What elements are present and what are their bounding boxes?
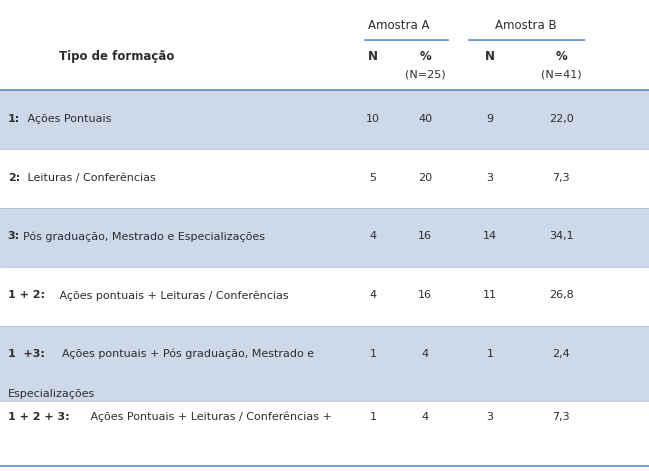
Text: 1: 1 [487,349,493,359]
Text: %: % [556,50,567,63]
Text: 1:: 1: [8,114,20,124]
Bar [0,326,649,401]
Text: 16: 16 [418,231,432,242]
Text: 16: 16 [418,290,432,300]
Text: 3:: 3: [8,231,20,242]
Text: Ações pontuais + Leituras / Conferências: Ações pontuais + Leituras / Conferências [56,290,288,300]
Text: Amostra A: Amostra A [369,19,430,32]
Bar [0,90,649,149]
Text: 3: 3 [487,412,493,422]
Text: 7,3: 7,3 [552,412,570,422]
Text: Ações Pontuais + Leituras / Conferências +: Ações Pontuais + Leituras / Conferências… [88,412,332,422]
Text: Ações pontuais + Pós graduação, Mestrado e: Ações pontuais + Pós graduação, Mestrado… [55,349,315,359]
Text: 2,4: 2,4 [552,349,570,359]
Text: 1: 1 [370,349,376,359]
Text: 5: 5 [370,172,376,183]
Text: 1 + 2 + 3:: 1 + 2 + 3: [8,412,69,422]
Text: Leituras / Conferências: Leituras / Conferências [23,172,155,183]
Text: 14: 14 [483,231,497,242]
Text: 34,1: 34,1 [549,231,574,242]
Bar [0,267,649,326]
Text: 4: 4 [422,412,428,422]
Bar [0,208,649,267]
Text: 1  +3:: 1 +3: [8,349,45,359]
Text: Ações Pontuais: Ações Pontuais [23,114,111,124]
Bar [0,401,649,466]
Text: 3: 3 [487,172,493,183]
Text: 4: 4 [370,231,376,242]
Text: 40: 40 [418,114,432,124]
Bar [0,149,649,208]
Text: Amostra B: Amostra B [495,19,556,32]
Text: 9: 9 [487,114,493,124]
Text: %: % [419,50,431,63]
Text: 10: 10 [366,114,380,124]
Text: 1: 1 [370,412,376,422]
Text: 11: 11 [483,290,497,300]
Text: N: N [485,50,495,63]
Text: 7,3: 7,3 [552,172,570,183]
Text: 4: 4 [422,349,428,359]
Text: 20: 20 [418,172,432,183]
Text: 4: 4 [370,290,376,300]
Text: 1 + 2:: 1 + 2: [8,290,45,300]
Text: Pós graduação, Mestrado e Especializações: Pós graduação, Mestrado e Especializaçõe… [23,231,265,242]
Text: 26,8: 26,8 [549,290,574,300]
Text: N: N [368,50,378,63]
Text: Especializações: Especializações [8,389,95,399]
Text: (N=25): (N=25) [405,69,445,80]
Text: 22,0: 22,0 [549,114,574,124]
Text: 2:: 2: [8,172,20,183]
Text: (N=41): (N=41) [541,69,582,80]
Text: Tipo de formação: Tipo de formação [59,50,175,63]
